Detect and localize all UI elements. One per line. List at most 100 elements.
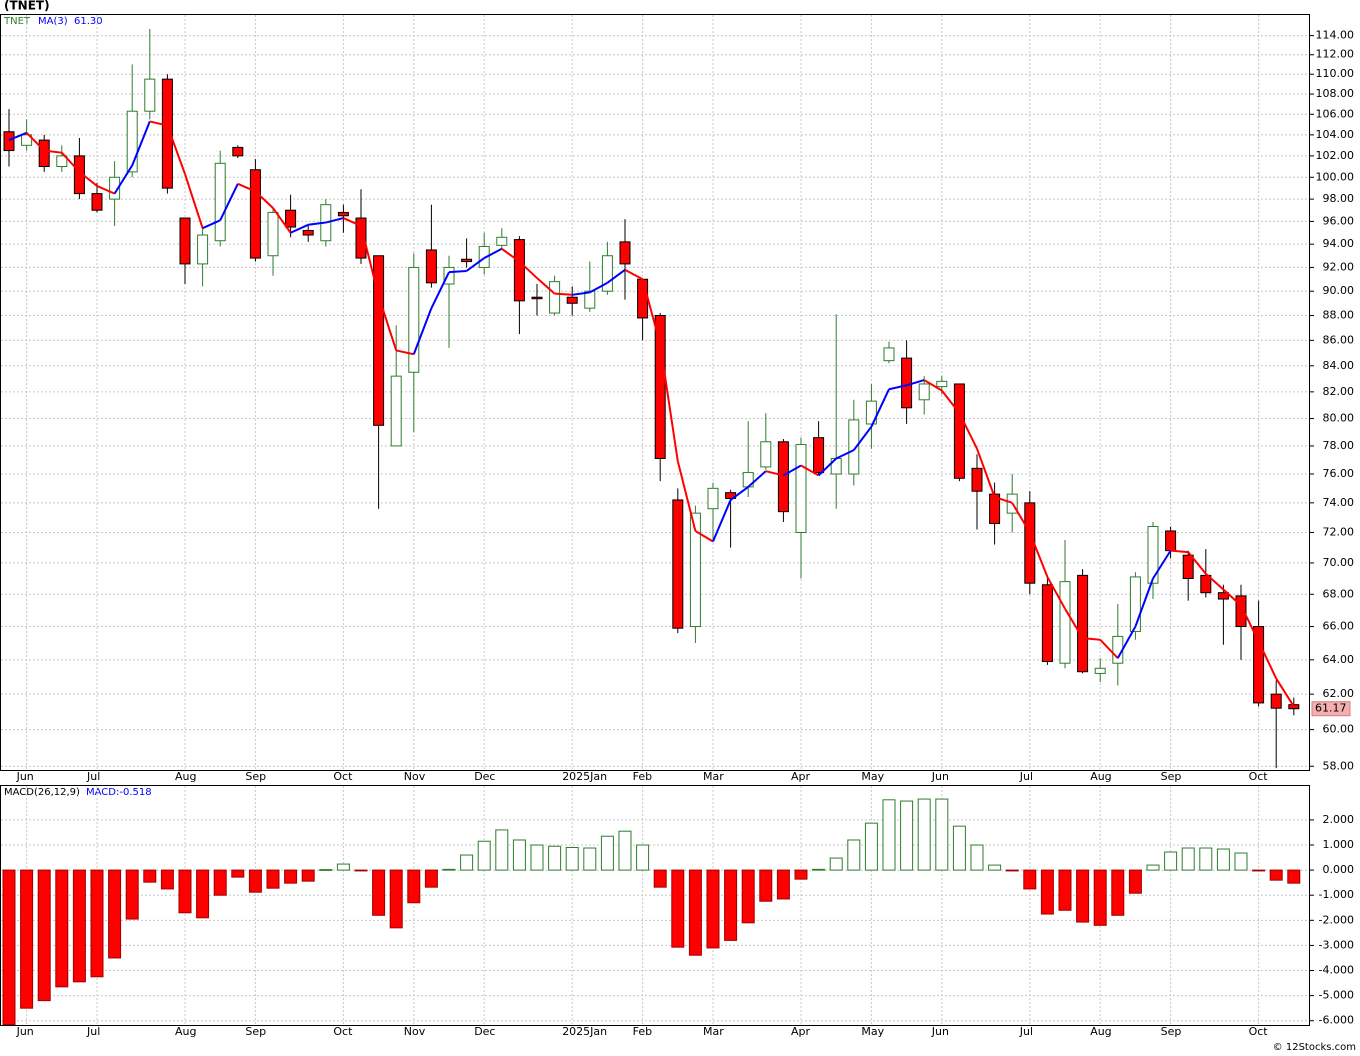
ma-segment — [325, 217, 344, 224]
candle-body — [689, 512, 701, 628]
macd-bar — [776, 869, 790, 900]
page-title: (TNET) — [4, 0, 50, 13]
candle-body — [249, 169, 261, 259]
ma-segment — [1099, 639, 1119, 659]
macd-bar — [72, 869, 86, 983]
ma-segment — [941, 389, 961, 414]
macd-bar — [301, 869, 315, 882]
x-tick-label: May — [861, 770, 884, 783]
y-tick-label: 66.00 — [1323, 620, 1355, 633]
x-tick-label: Aug — [175, 770, 196, 783]
ma-segment — [377, 295, 398, 351]
ma-segment — [676, 461, 697, 532]
macd-bar — [90, 869, 104, 978]
y-tick-label: 76.00 — [1323, 467, 1355, 480]
x-tick-label: Jul — [86, 770, 100, 783]
y-tick-label: 82.00 — [1323, 385, 1355, 398]
ma-segment — [835, 449, 855, 460]
y-tick-label: 96.00 — [1323, 214, 1355, 227]
x-tick-label: Sep — [1161, 770, 1182, 783]
y-tick-label: -3.000 — [1319, 938, 1354, 951]
x-tick-label: 2025Jan — [562, 1025, 607, 1038]
y-tick-label: -6.000 — [1319, 1014, 1354, 1027]
candle-body — [883, 347, 895, 362]
y-tick-label: 2.000 — [1323, 813, 1355, 826]
candle-body — [461, 258, 473, 263]
candle-body — [425, 249, 437, 284]
macd-bar — [1093, 869, 1107, 926]
macd-bar — [248, 869, 262, 893]
x-tick-label: Oct — [1249, 770, 1269, 783]
ma-segment — [202, 219, 221, 230]
candle-body — [38, 139, 50, 168]
y-tick-label: 100.00 — [1316, 170, 1355, 183]
macd-title: MACD(26,12,9) — [4, 787, 80, 798]
macd-bar — [970, 844, 984, 871]
y-tick-label: 90.00 — [1323, 284, 1355, 297]
ma-segment — [272, 207, 292, 234]
y-tick-label: 80.00 — [1323, 412, 1355, 425]
macd-bar — [442, 868, 456, 871]
macd-bar — [759, 869, 773, 902]
x-tick-label: Feb — [633, 770, 652, 783]
candle-body — [496, 236, 508, 246]
candle-body — [214, 162, 226, 242]
x-tick-label: Oct — [333, 770, 353, 783]
candle-body — [936, 380, 948, 388]
candle-body — [1094, 667, 1106, 674]
candle-body — [566, 296, 578, 304]
y-tick-label: 98.00 — [1323, 192, 1355, 205]
macd-bar — [688, 869, 702, 956]
candle-body — [1182, 554, 1194, 579]
y-tick-label: 106.00 — [1316, 107, 1355, 120]
x-tick-label: Apr — [791, 1025, 811, 1038]
ma-segment — [554, 292, 573, 296]
ma-segment — [694, 530, 714, 543]
candle-body — [1129, 576, 1141, 632]
candle-body — [760, 441, 772, 468]
candle-body — [1041, 584, 1053, 663]
candle-body — [267, 211, 279, 257]
ma-legend: MA(3) — [38, 16, 68, 27]
macd-panel — [0, 785, 1310, 1026]
x-tick-label: Jul — [1019, 1025, 1033, 1038]
macd-bar — [196, 869, 210, 919]
candle-body — [355, 217, 367, 259]
x-tick-label: Oct — [1249, 1025, 1269, 1038]
ma-segment — [1134, 578, 1154, 627]
x-tick-label: Sep — [245, 770, 266, 783]
ma-segment — [976, 448, 996, 498]
candle-body — [848, 419, 860, 475]
candle-body — [179, 217, 191, 265]
candle-body — [1235, 595, 1247, 628]
macd-bar — [389, 869, 403, 929]
ma-segment — [747, 470, 767, 488]
macd-bar — [724, 869, 738, 941]
macd-bar — [1234, 852, 1248, 871]
x-tick-label: Nov — [404, 770, 426, 783]
macd-bar — [2, 869, 16, 1025]
y-tick-label: 70.00 — [1323, 556, 1355, 569]
macd-bar — [213, 869, 227, 896]
ma-segment — [430, 271, 450, 309]
candle-body — [3, 131, 15, 152]
x-tick-label: Aug — [1090, 770, 1111, 783]
ma-segment — [800, 464, 820, 477]
ma-segment — [782, 464, 802, 477]
macd-bar — [108, 869, 122, 959]
macd-bar — [847, 839, 861, 871]
macd-bar — [231, 869, 245, 878]
symbol-legend: TNET — [3, 16, 31, 27]
ma-segment — [518, 260, 538, 279]
candle-body — [161, 78, 173, 189]
y-tick-label: -1.000 — [1319, 888, 1354, 901]
ma-segment — [1082, 637, 1101, 641]
ma-segment — [730, 486, 749, 501]
macd-bar — [160, 869, 174, 890]
ma-segment — [923, 379, 943, 392]
candle-body — [109, 176, 121, 200]
price-panel — [0, 14, 1310, 771]
y-tick-label: 0.000 — [1323, 863, 1355, 876]
y-tick-label: -4.000 — [1319, 964, 1354, 977]
